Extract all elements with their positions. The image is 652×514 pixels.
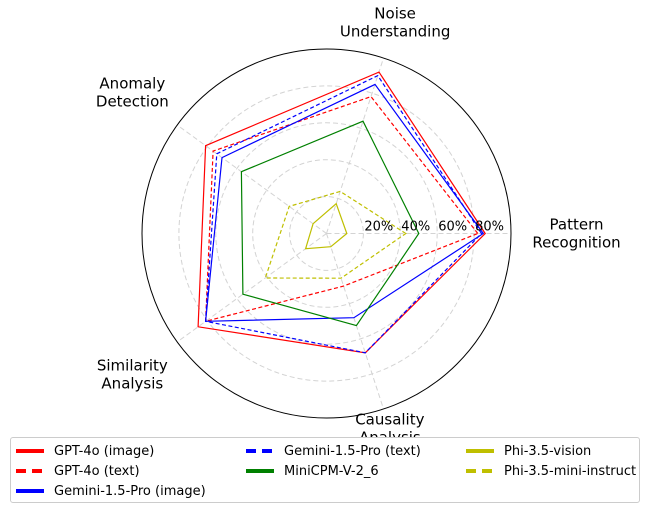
series-group bbox=[197, 71, 486, 354]
series-line-0 bbox=[197, 71, 486, 354]
series-line-5 bbox=[304, 202, 348, 250]
series-line-4 bbox=[240, 120, 420, 327]
legend-swatch bbox=[16, 469, 44, 473]
legend-item: GPT-4o (image) bbox=[16, 441, 154, 461]
axis-labels: 20% 40% 60% 80% Pattern Recognition Noise Under… bbox=[96, 4, 621, 437]
radial-tick-label: 20% bbox=[364, 220, 393, 235]
legend-label: Gemini-1.5-Pro (text) bbox=[284, 443, 421, 459]
legend-swatch bbox=[246, 469, 274, 473]
legend-item: Phi-3.5-vision bbox=[466, 441, 591, 461]
axis-spoke bbox=[176, 124, 327, 234]
outer-frame bbox=[141, 48, 512, 419]
legend-item: Phi-3.5-mini-instruct bbox=[466, 461, 636, 481]
legend-item: GPT-4o (text) bbox=[16, 461, 140, 481]
radial-tick-label: 60% bbox=[438, 220, 467, 235]
legend-swatch bbox=[16, 449, 44, 453]
legend-item: Gemini-1.5-Pro (text) bbox=[246, 441, 421, 461]
axis-spoke bbox=[176, 233, 327, 343]
legend-label: MiniCPM-V-2_6 bbox=[284, 463, 379, 479]
axis-label: CausalityAnalysis bbox=[355, 410, 424, 437]
legend-label: GPT-4o (image) bbox=[54, 443, 155, 459]
legend-swatch bbox=[466, 469, 494, 473]
legend-label: Phi-3.5-mini-instruct bbox=[504, 463, 637, 479]
axis-label: Similarity Analysis bbox=[97, 357, 168, 393]
radial-tick-label: 80% bbox=[475, 220, 504, 235]
axis-spoke bbox=[326, 57, 384, 234]
legend-label: Phi-3.5-vision bbox=[504, 443, 592, 459]
series-line-6 bbox=[264, 190, 407, 279]
legend-label: GPT-4o (text) bbox=[54, 463, 140, 479]
legend-swatch bbox=[246, 449, 274, 453]
axis-label: Pattern Recognition bbox=[532, 216, 620, 252]
axis-label: Noise Understanding bbox=[340, 4, 451, 40]
legend-swatch bbox=[466, 449, 494, 453]
legend-swatch bbox=[16, 489, 44, 493]
axis-label: Anomaly Detection bbox=[96, 74, 169, 110]
axis-spoke bbox=[326, 233, 384, 410]
series-line-2 bbox=[204, 83, 485, 322]
series-line-3 bbox=[204, 74, 483, 354]
series-line-1 bbox=[204, 95, 479, 323]
radar-chart: 20% 40% 60% 80% Pattern Recognition Noise Under… bbox=[96, 4, 621, 437]
legend-item: Gemini-1.5-Pro (image) bbox=[16, 481, 206, 501]
radial-tick-label: 40% bbox=[401, 220, 430, 235]
grid-ring bbox=[215, 122, 438, 345]
legend-item: MiniCPM-V-2_6 bbox=[246, 461, 379, 481]
grid bbox=[141, 48, 512, 419]
legend: GPT-4o (image) GPT-4o (text) Gemini-1.5-Pr… bbox=[10, 437, 640, 503]
legend-label: Gemini-1.5-Pro (image) bbox=[54, 483, 206, 499]
